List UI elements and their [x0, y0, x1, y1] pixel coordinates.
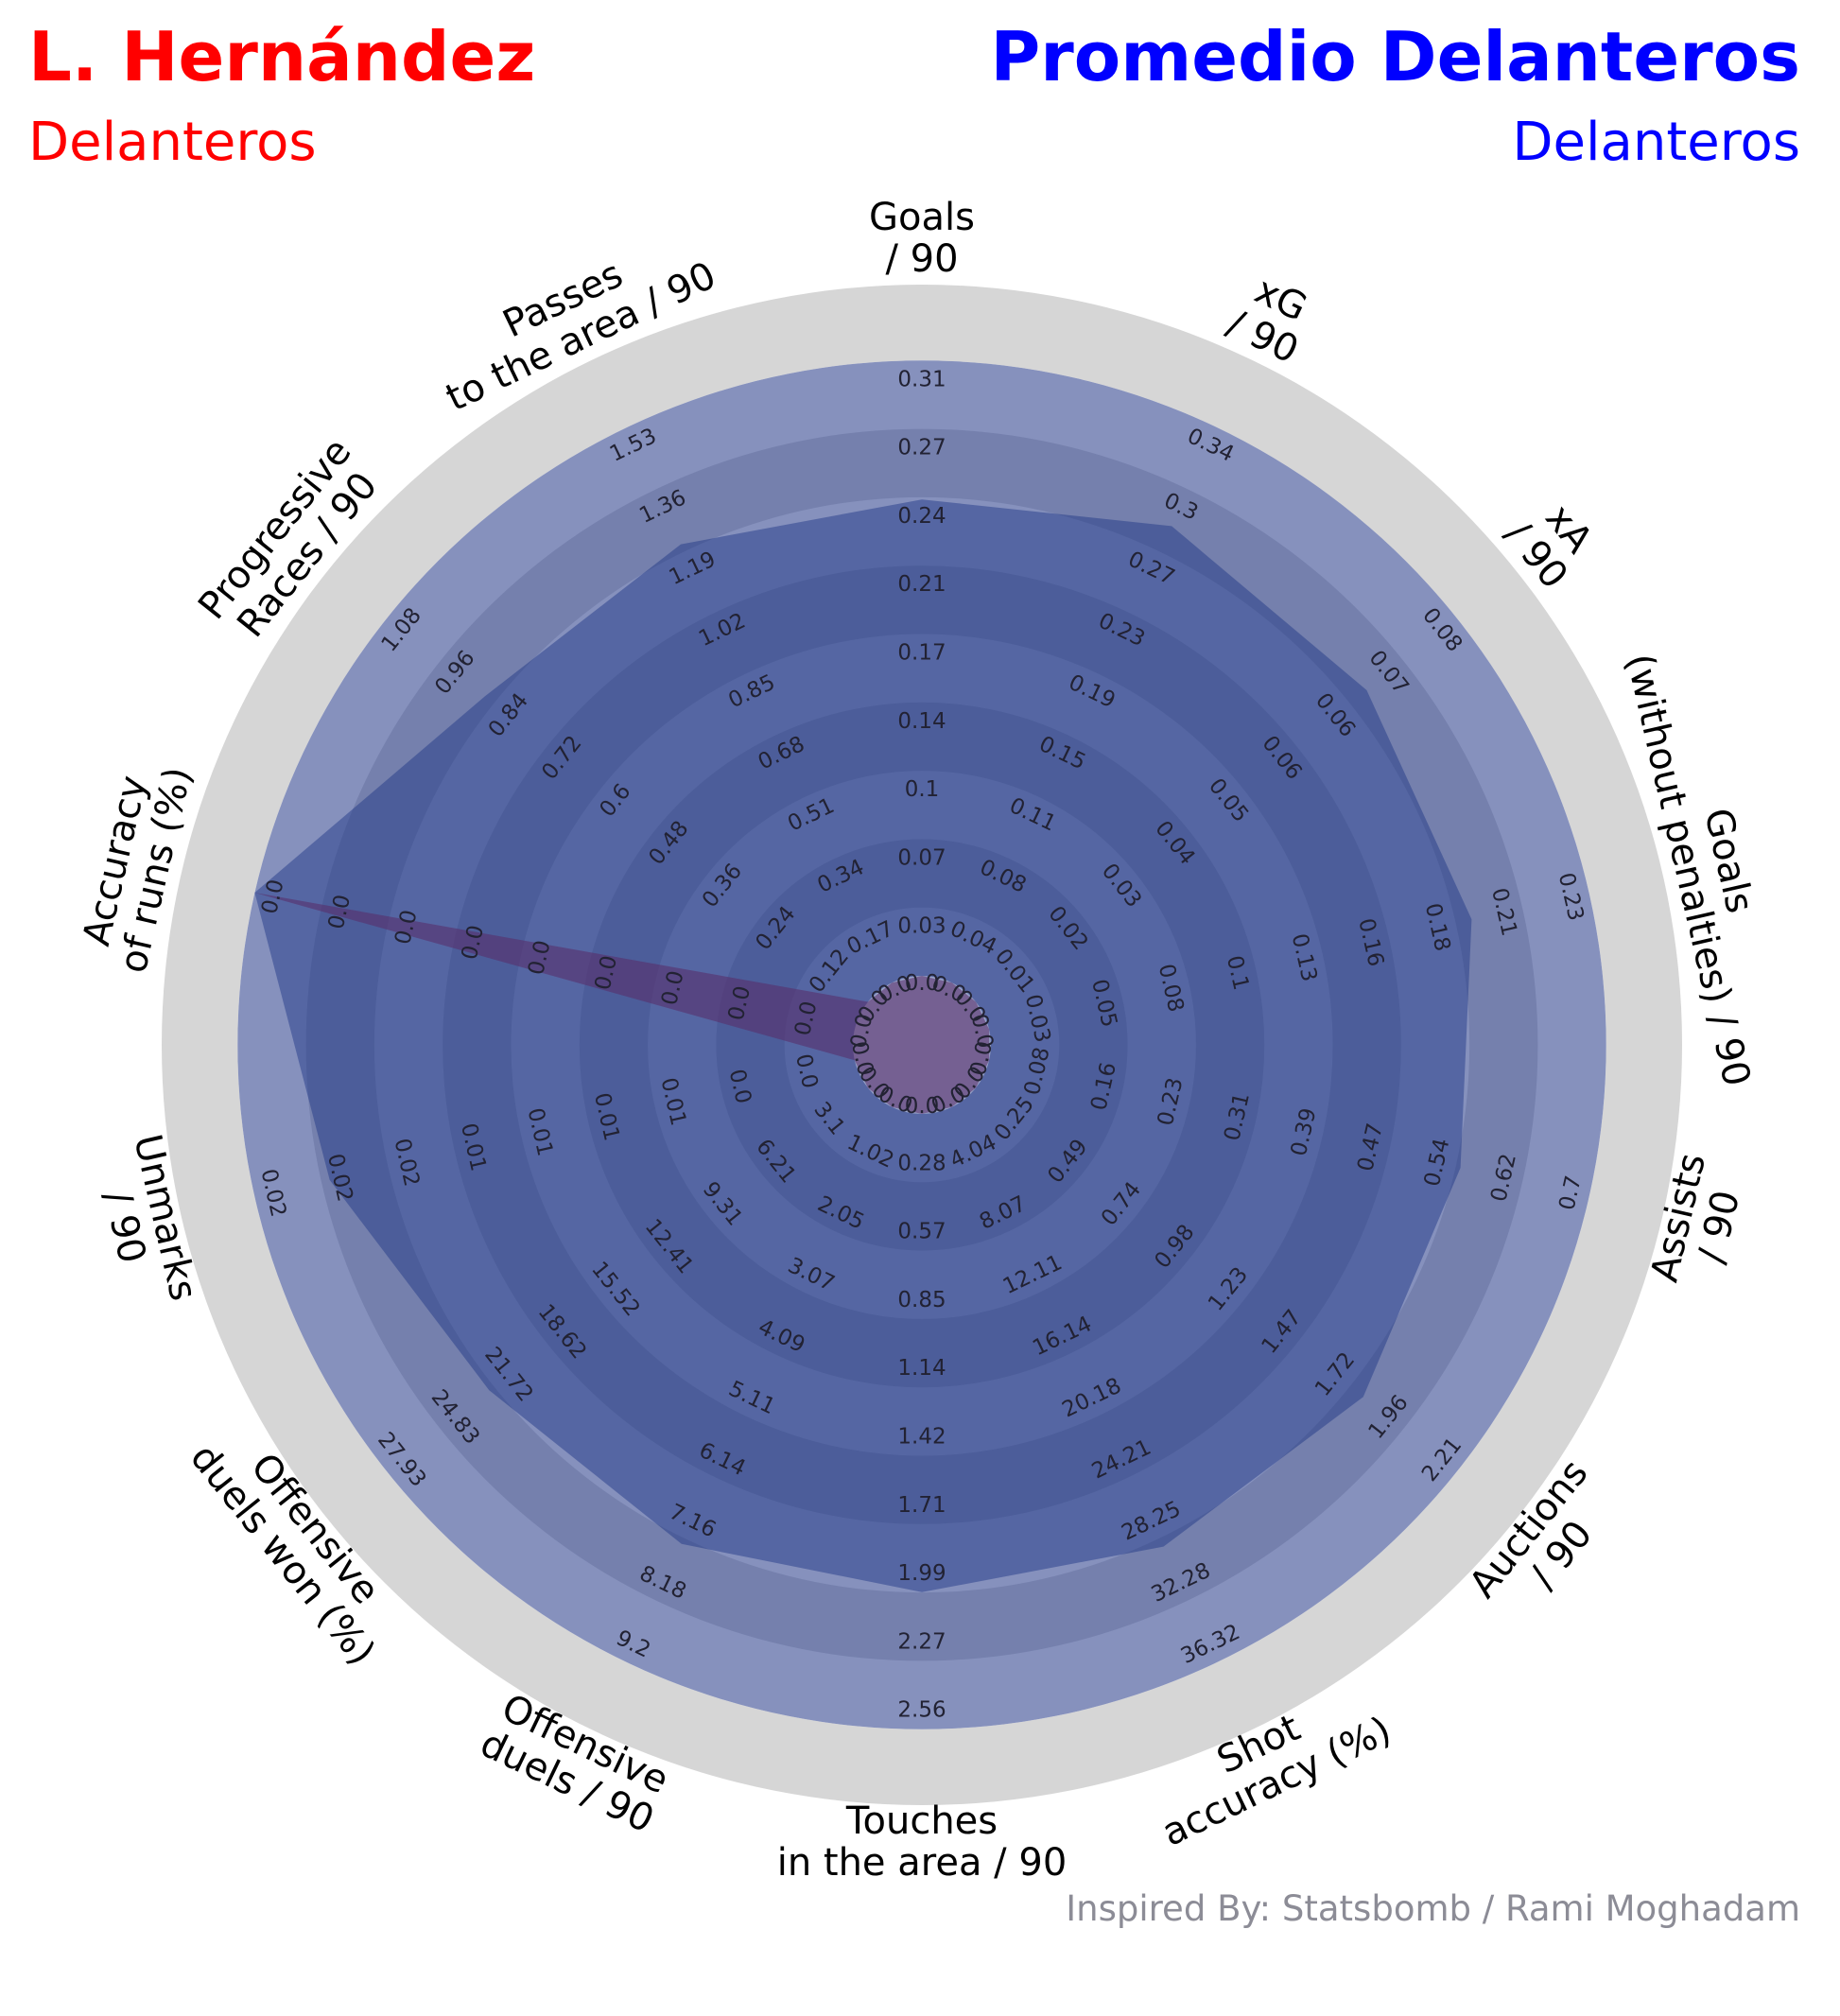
tick-label: 0.17 — [897, 641, 946, 666]
tick-label: 0.21 — [897, 572, 946, 597]
tick-label: 0.03 — [897, 914, 946, 939]
player-group-subtitle: Delanteros — [28, 112, 317, 173]
tick-label: 0.27 — [897, 436, 946, 461]
tick-label: 0.1 — [905, 777, 940, 802]
tick-label: 0.07 — [897, 845, 946, 870]
tick-label: 1.71 — [897, 1493, 946, 1518]
tick-label: 0.85 — [897, 1288, 946, 1312]
player-polygon — [254, 893, 990, 1114]
tick-label: 0.28 — [897, 1151, 946, 1175]
tick-label: 0.14 — [897, 709, 946, 734]
tick-label: 0.31 — [897, 367, 946, 391]
tick-label: 0.0 — [905, 1094, 940, 1119]
tick-label: 1.14 — [897, 1356, 946, 1381]
player-name-title: L. Hernández — [28, 17, 536, 96]
tick-label: 2.27 — [897, 1629, 946, 1654]
tick-label: 0.57 — [897, 1220, 946, 1244]
tick-label: 2.56 — [897, 1698, 946, 1723]
tick-label: 1.42 — [897, 1425, 946, 1450]
tick-label: 0.24 — [897, 504, 946, 529]
credit-text: Inspired By: Statsbomb / Rami Moghadam — [1066, 1888, 1800, 1929]
axis-label: Touches in the area / 90 — [777, 1799, 1068, 1885]
radar-polygons — [254, 499, 1472, 1592]
tick-label: 1.99 — [897, 1561, 946, 1586]
tick-label: 0.0 — [905, 971, 940, 996]
average-polygon — [254, 499, 1472, 1592]
compare-name-title: Promedio Delanteros — [990, 17, 1800, 96]
compare-group-subtitle: Delanteros — [1512, 112, 1800, 173]
axis-label: Goals/ 90 — [869, 196, 975, 281]
